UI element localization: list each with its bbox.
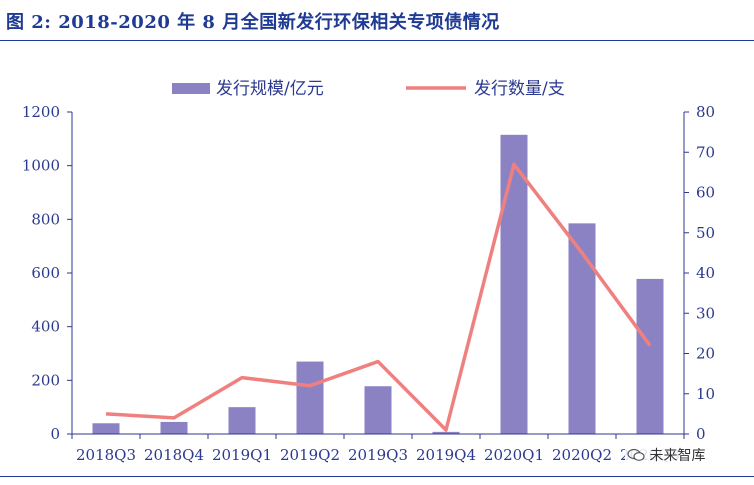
watermark-text: 未来智库 bbox=[649, 448, 706, 464]
y-right-tick-label: 40 bbox=[696, 264, 715, 282]
bar-2018Q3 bbox=[92, 423, 120, 434]
bar-2020Q1 bbox=[500, 134, 528, 434]
y-right-tick-label: 30 bbox=[696, 304, 715, 322]
bar-2019Q2 bbox=[296, 361, 324, 434]
y-left-tick-label: 0 bbox=[50, 425, 60, 443]
legend-swatch-bar bbox=[172, 83, 210, 94]
y-left-tick-label: 800 bbox=[31, 210, 60, 228]
chart-title: 图 2: 2018-2020 年 8 月全国新发行环保相关专项债情况 bbox=[6, 12, 500, 33]
x-tick-label: 2019Q2 bbox=[280, 446, 340, 464]
y-right-tick-label: 50 bbox=[696, 224, 715, 242]
y-right-tick-label: 60 bbox=[696, 184, 715, 202]
x-tick-label: 2019Q1 bbox=[212, 446, 272, 464]
y-left-tick-label: 400 bbox=[31, 318, 60, 336]
x-tick-label: 2019Q3 bbox=[348, 446, 408, 464]
bar-2019Q1 bbox=[228, 407, 256, 434]
y-right-tick-label: 0 bbox=[696, 425, 706, 443]
bar-2020Q2 bbox=[568, 223, 596, 434]
x-tick-label: 2018Q4 bbox=[144, 446, 204, 464]
y-right-tick-label: 10 bbox=[696, 385, 715, 403]
x-tick-label: 2018Q3 bbox=[76, 446, 136, 464]
y-right-tick-label: 70 bbox=[696, 143, 715, 161]
x-tick-label: 2020Q2 bbox=[552, 446, 612, 464]
y-left-tick-label: 1000 bbox=[22, 157, 60, 175]
bar-2019Q4 bbox=[432, 431, 460, 434]
bottom-rule bbox=[0, 476, 754, 477]
y-left-tick-label: 600 bbox=[31, 264, 60, 282]
legend-label-line: 发行数量/支 bbox=[474, 79, 565, 99]
bar-2019Q3 bbox=[364, 386, 392, 434]
bar-2018Q4 bbox=[160, 421, 188, 434]
wechat-icon bbox=[627, 448, 645, 461]
legend-label-bar: 发行规模/亿元 bbox=[216, 79, 324, 99]
x-tick-label: 2020Q1 bbox=[484, 446, 544, 464]
y-right-tick-label: 80 bbox=[696, 103, 715, 121]
y-left-tick-label: 1200 bbox=[22, 103, 60, 121]
watermark: 未来智库 bbox=[625, 445, 708, 465]
x-tick-label: 2019Q4 bbox=[416, 446, 476, 464]
y-right-tick-label: 20 bbox=[696, 345, 715, 363]
bar-2020Q3 bbox=[636, 278, 664, 434]
y-left-tick-label: 200 bbox=[31, 371, 60, 389]
title-bar: 图 2: 2018-2020 年 8 月全国新发行环保相关专项债情况 bbox=[0, 0, 754, 41]
